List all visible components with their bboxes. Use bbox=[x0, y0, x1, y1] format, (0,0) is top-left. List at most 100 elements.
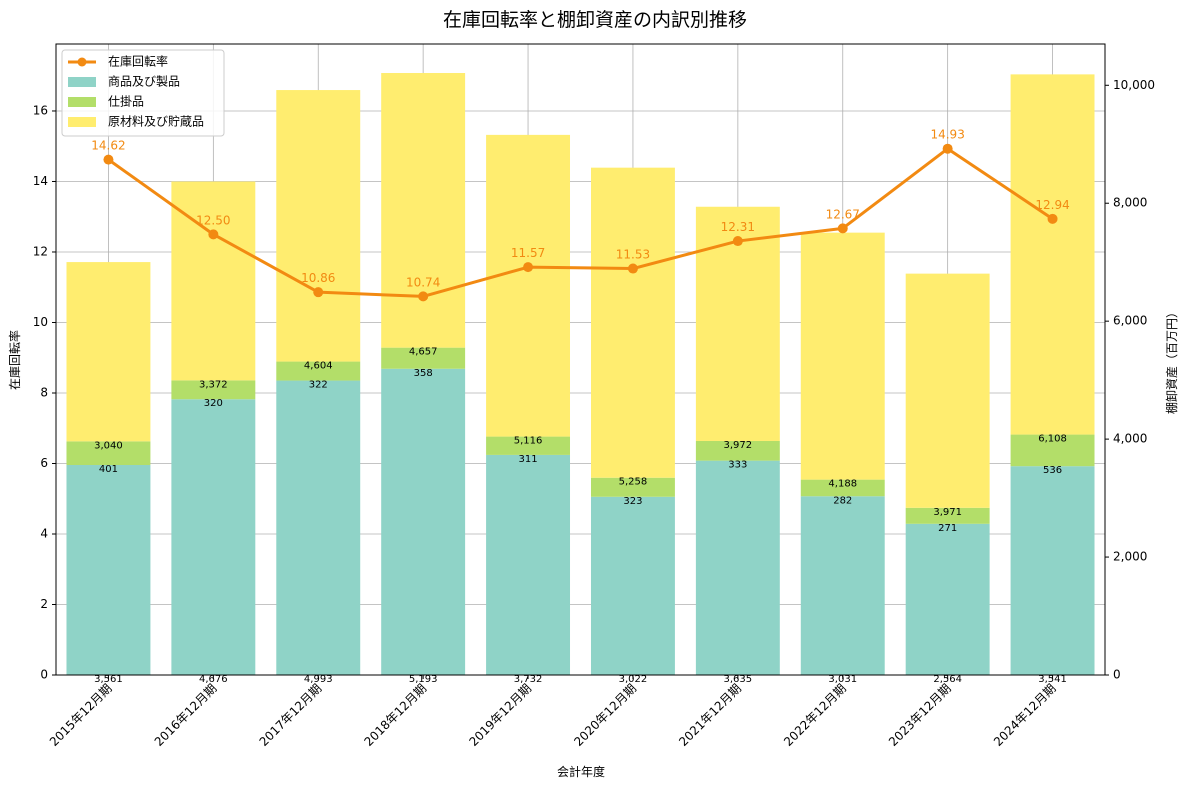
rate-point bbox=[837, 223, 848, 234]
x-tick-label: 2022年12月期 bbox=[781, 681, 849, 749]
y-left-tick-label: 16 bbox=[33, 103, 48, 117]
legend-box bbox=[61, 49, 225, 137]
bar-value-label: 3,972 bbox=[724, 440, 753, 451]
bar-value-label: 320 bbox=[204, 398, 223, 409]
bar-value-label: 3,635 bbox=[724, 674, 753, 685]
rate-point bbox=[208, 229, 219, 240]
bar-segment bbox=[486, 436, 571, 455]
bar-value-label: 3,022 bbox=[619, 674, 648, 685]
bar-segment bbox=[381, 73, 466, 348]
bar-value-label: 2,564 bbox=[933, 674, 962, 685]
bar-segment bbox=[590, 477, 675, 497]
bar-value-label: 358 bbox=[414, 368, 433, 379]
y-left-tick-label: 6 bbox=[40, 456, 48, 470]
bar-segment bbox=[905, 523, 990, 675]
legend-label: 仕掛品 bbox=[108, 94, 144, 109]
bar-segment bbox=[590, 167, 675, 478]
bar-value-label: 5,116 bbox=[514, 436, 543, 447]
y-right-tick-label: 2,000 bbox=[1113, 550, 1147, 564]
bar-layer: 3,561 401 3,040 4,676 320 3,372 4,993 322 4,604 5… bbox=[66, 73, 1095, 685]
y-right-tick-label: 6,000 bbox=[1113, 314, 1147, 328]
legend-label: 原材料及び貯蔵品 bbox=[108, 115, 204, 129]
rate-value-label: 11.53 bbox=[616, 248, 650, 262]
rate-point bbox=[732, 236, 743, 247]
rate-line bbox=[107, 147, 1054, 298]
rate-value-label: 10.74 bbox=[406, 275, 440, 289]
x-axis-title: 会計年度 bbox=[557, 764, 605, 779]
bar-value-label: 3,732 bbox=[514, 674, 543, 685]
y-left-tick-label: 14 bbox=[33, 174, 48, 188]
bar-value-label: 4,676 bbox=[199, 674, 228, 685]
bar-segment bbox=[905, 507, 990, 524]
x-tick-label: 2015年12月期 bbox=[47, 681, 115, 749]
bar-segment bbox=[171, 181, 256, 381]
y-left-tick-label: 4 bbox=[40, 526, 48, 540]
y-left-tick-label: 8 bbox=[40, 385, 48, 399]
bar-segment bbox=[66, 262, 151, 442]
bar-segment bbox=[171, 399, 256, 675]
rate-point bbox=[523, 262, 534, 273]
bar-segment bbox=[590, 496, 675, 675]
y-right-tick-label: 10,000 bbox=[1113, 78, 1155, 92]
bar-value-label: 5,193 bbox=[409, 674, 438, 685]
bar-value-label: 322 bbox=[309, 380, 328, 391]
line-layer: 14.62 12.50 10.86 10.74 11.57 11.53 12.31 12.67… bbox=[91, 128, 1070, 302]
bar-segment bbox=[171, 380, 256, 400]
rate-point bbox=[1047, 213, 1058, 224]
bar-segment bbox=[800, 479, 885, 497]
rate-value-label: 12.31 bbox=[721, 220, 755, 234]
rate-value-label: 14.62 bbox=[91, 139, 125, 153]
legend-swatch bbox=[68, 97, 96, 107]
y-right-tick-label: 0 bbox=[1113, 668, 1121, 682]
bar-value-label: 4,657 bbox=[409, 347, 438, 358]
bar-value-label: 3,541 bbox=[1038, 674, 1067, 685]
bar-segment bbox=[695, 460, 780, 675]
bar-value-label: 4,604 bbox=[304, 361, 333, 372]
bar-value-label: 3,561 bbox=[94, 674, 123, 685]
bar-value-label: 6,108 bbox=[1038, 434, 1067, 445]
bar-value-label: 282 bbox=[833, 495, 852, 506]
x-tick-label: 2020年12月期 bbox=[571, 681, 639, 749]
bar-value-label: 3,031 bbox=[828, 674, 857, 685]
rate-point bbox=[627, 263, 638, 274]
bar-segment bbox=[276, 90, 361, 362]
rate-point bbox=[103, 154, 114, 165]
rate-point bbox=[418, 291, 429, 302]
x-tick-label: 2018年12月期 bbox=[362, 681, 430, 749]
x-tick-label: 2016年12月期 bbox=[152, 681, 220, 749]
bar-segment bbox=[486, 134, 571, 437]
y-left-tick-label: 12 bbox=[33, 244, 48, 258]
bar-value-label: 5,258 bbox=[619, 477, 648, 488]
rate-value-label: 12.94 bbox=[1035, 198, 1069, 212]
y-axis-right-title: 棚卸資産（百万円） bbox=[1164, 306, 1179, 414]
bar-segment bbox=[1010, 466, 1095, 675]
x-tick-label: 2023年12月期 bbox=[886, 681, 954, 749]
bar-segment bbox=[486, 454, 571, 675]
bar-value-label: 271 bbox=[938, 523, 957, 534]
bar-value-label: 401 bbox=[99, 464, 118, 475]
bar-segment bbox=[1010, 74, 1095, 435]
y-left-tick-label: 10 bbox=[33, 315, 48, 329]
bar-segment bbox=[381, 368, 466, 675]
bar-segment bbox=[66, 465, 151, 675]
y-left-tick-label: 0 bbox=[40, 668, 48, 682]
rate-value-label: 14.93 bbox=[930, 128, 964, 142]
bar-value-label: 333 bbox=[728, 460, 747, 471]
legend-swatch bbox=[68, 77, 96, 87]
x-tick-label: 2021年12月期 bbox=[676, 681, 744, 749]
rate-value-label: 12.67 bbox=[826, 207, 860, 221]
y-left-tick-label: 2 bbox=[40, 597, 48, 611]
bar-value-label: 3,372 bbox=[199, 379, 228, 390]
bar-value-label: 323 bbox=[623, 496, 642, 507]
bar-value-label: 3,040 bbox=[94, 440, 123, 451]
bar-segment bbox=[800, 496, 885, 675]
chart-title: 在庫回転率と棚卸資産の内訳別推移 bbox=[443, 9, 747, 31]
y-right-tick-label: 4,000 bbox=[1113, 432, 1147, 446]
bar-segment bbox=[276, 380, 361, 675]
bar-segment bbox=[66, 441, 151, 466]
bar-segment bbox=[800, 232, 885, 480]
bar-value-label: 3,971 bbox=[933, 507, 962, 518]
rate-point bbox=[942, 143, 953, 154]
rate-point bbox=[313, 287, 324, 298]
